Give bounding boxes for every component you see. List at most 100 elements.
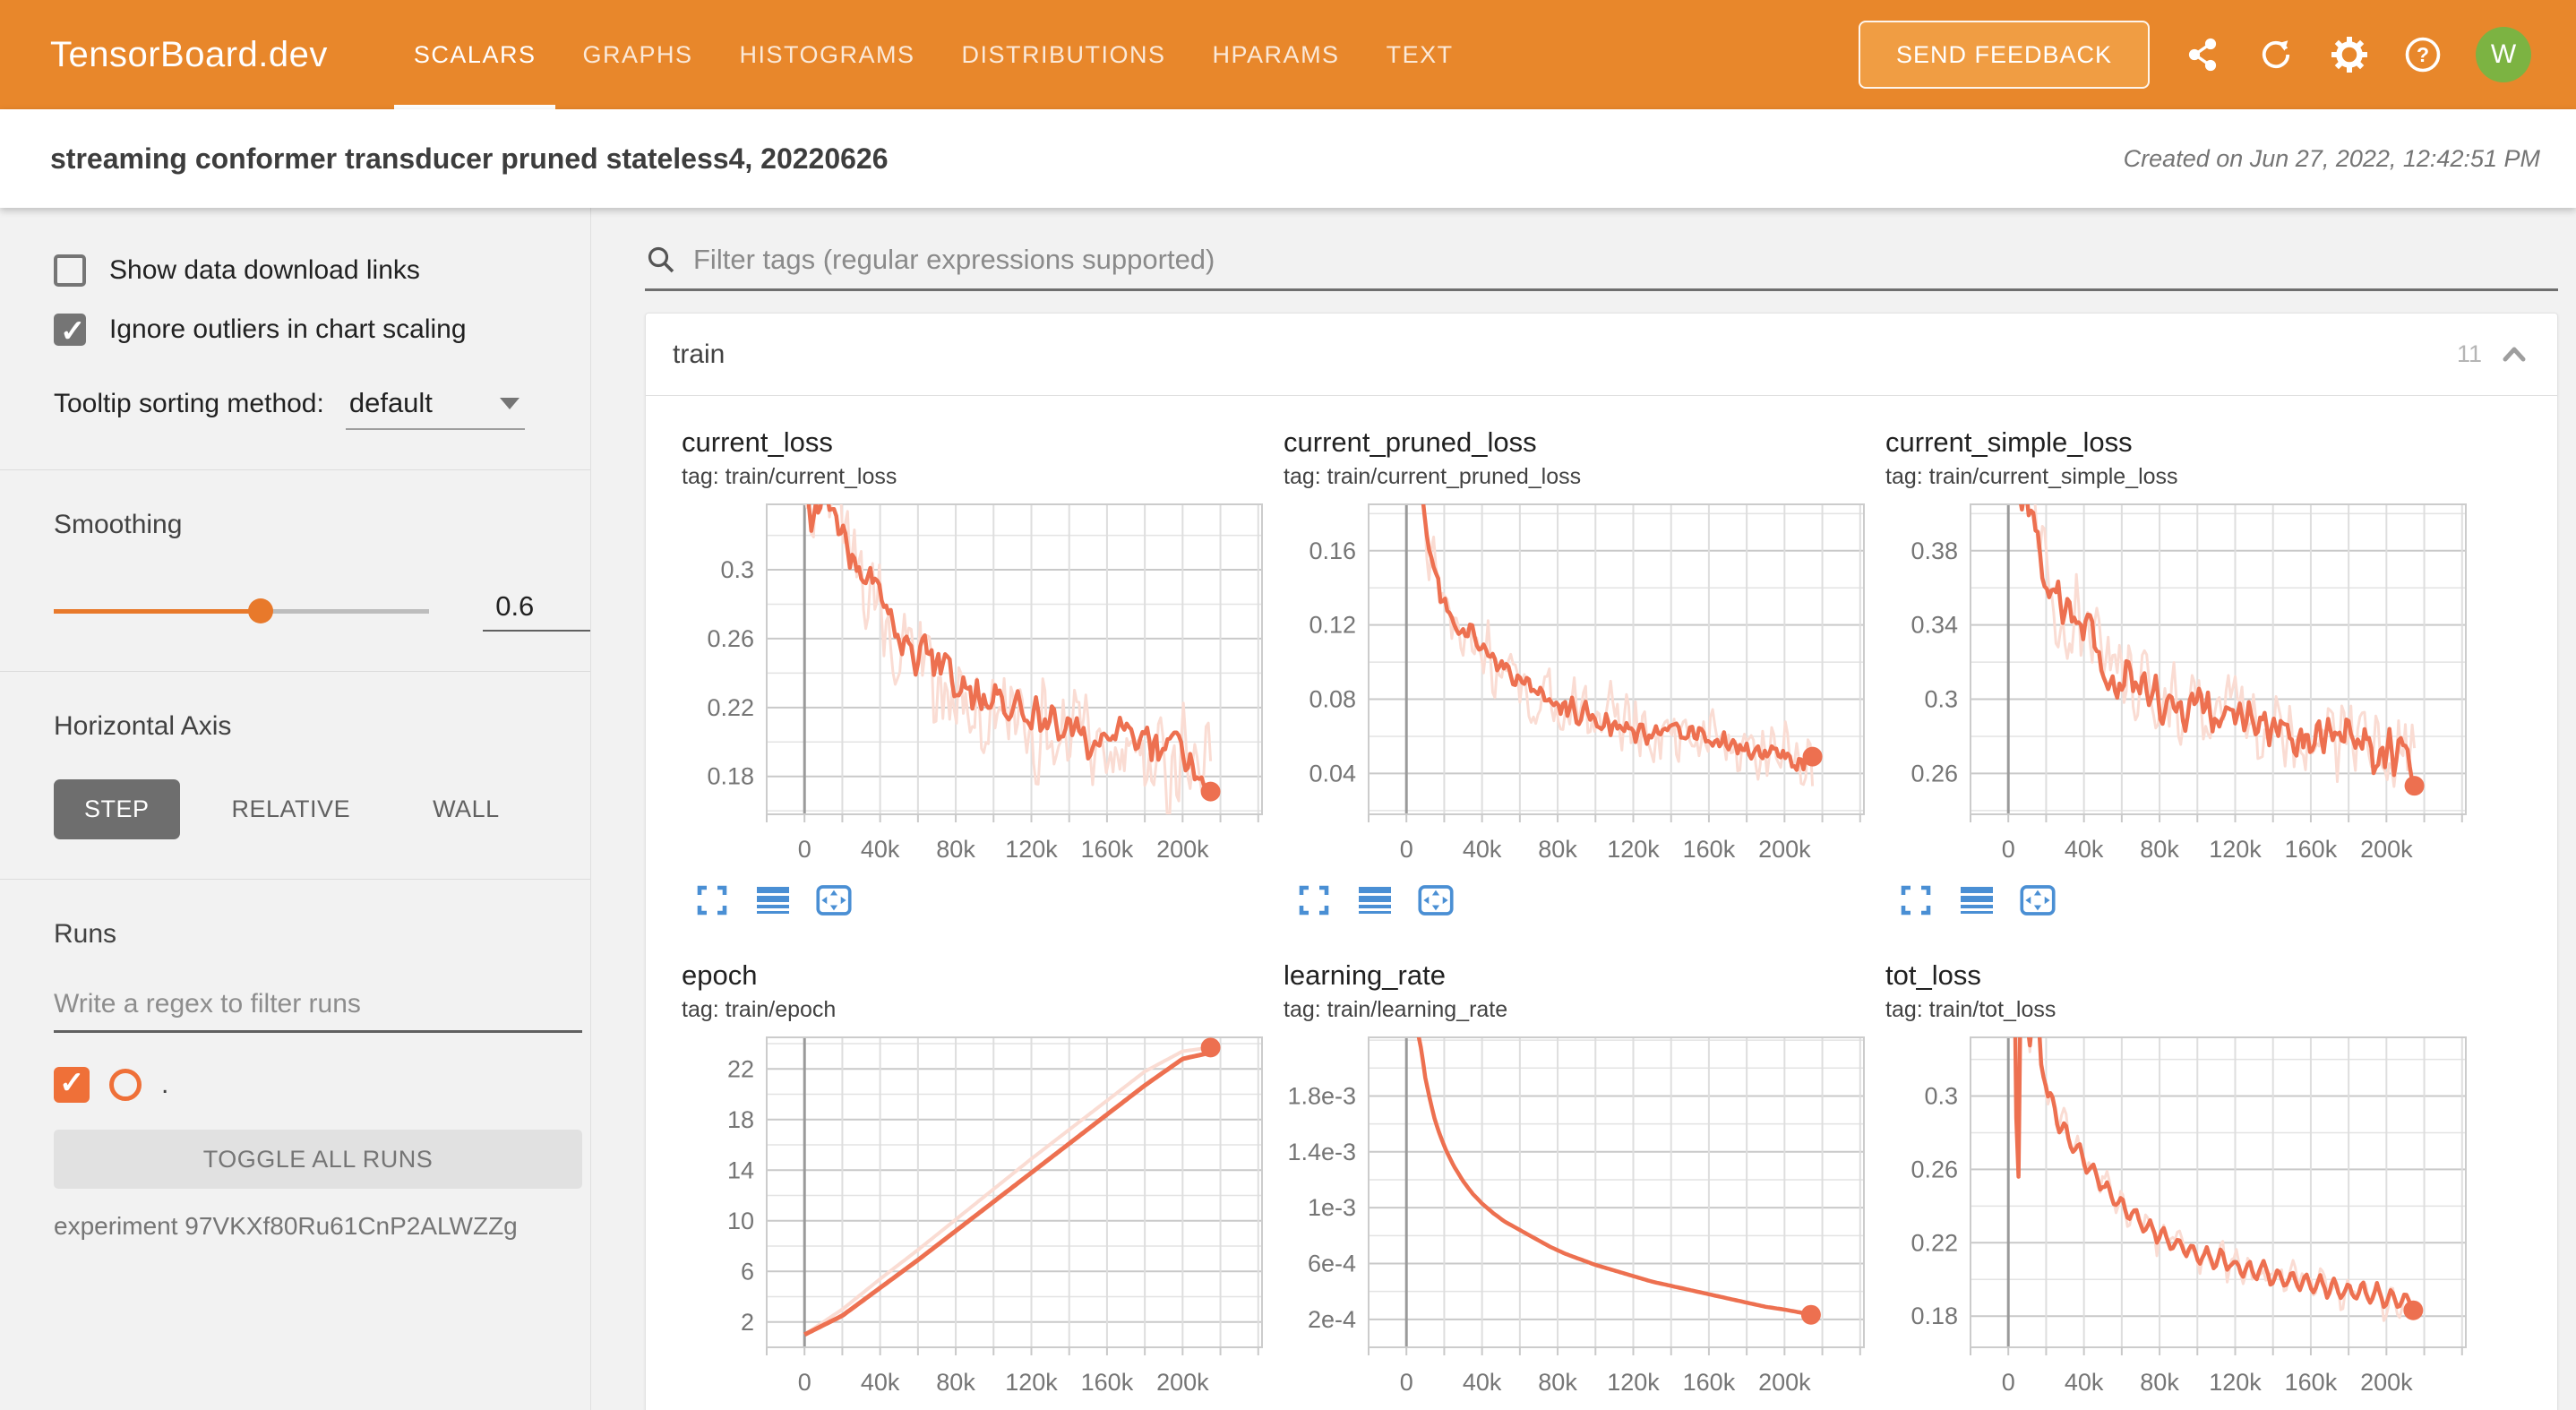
tab-scalars[interactable]: SCALARS — [391, 0, 560, 109]
fit-to-data-icon[interactable] — [1418, 882, 1454, 918]
chart-plot[interactable]: 2 6 10 14 18 22 0 40k 80k 120k 160k 200k — [682, 1032, 1273, 1408]
tab-hparams[interactable]: HPARAMS — [1212, 40, 1340, 68]
svg-text:0.12: 0.12 — [1309, 612, 1356, 639]
train-section-header[interactable]: train 11 — [646, 314, 2557, 396]
svg-text:0.22: 0.22 — [1911, 1229, 1958, 1256]
scalar-chart-current_simple_loss: current_simple_loss tag: train/current_s… — [1885, 426, 2477, 918]
chart-tag: tag: train/current_loss — [682, 464, 897, 489]
divider — [0, 469, 590, 470]
smoothing-slider[interactable] — [54, 598, 430, 623]
toggle-all-runs-button[interactable]: TOGGLE ALL RUNS — [54, 1130, 582, 1189]
expand-chart-icon[interactable] — [1898, 882, 1934, 918]
chart-plot[interactable]: 0.18 0.22 0.26 0.3 0 40k 80k 120k 160k 200k — [1885, 1032, 2477, 1408]
chart-plot[interactable]: 0.18 0.22 0.26 0.3 0 40k 80k 120k 160k 200k — [682, 499, 1273, 875]
svg-text:40k: 40k — [861, 1369, 900, 1396]
tag-filterbar — [645, 244, 2558, 291]
checkbox-label: Show data download links — [109, 255, 420, 285]
settings-icon[interactable] — [2329, 34, 2370, 75]
svg-text:0.34: 0.34 — [1911, 612, 1958, 639]
svg-text:1e-3: 1e-3 — [1308, 1194, 1356, 1221]
svg-text:200k: 200k — [1758, 1369, 1811, 1396]
svg-text:40k: 40k — [2065, 836, 2104, 863]
scalar-chart-current_pruned_loss: current_pruned_loss tag: train/current_p… — [1284, 426, 1875, 918]
tab-distributions[interactable]: DISTRIBUTIONS — [961, 40, 1166, 68]
refresh-icon[interactable] — [2255, 34, 2297, 75]
checkbox-icon[interactable] — [54, 254, 86, 287]
share-icon[interactable] — [2182, 34, 2223, 75]
svg-text:1.8e-3: 1.8e-3 — [1287, 1082, 1356, 1109]
chart-plot[interactable]: 0.04 0.08 0.12 0.16 0 40k 80k 120k 160k 200k — [1284, 499, 1875, 875]
scalars-main: train 11 current_loss tag: train/current… — [591, 208, 2576, 1410]
svg-text:160k: 160k — [2285, 1369, 2338, 1396]
svg-text:0.3: 0.3 — [1924, 686, 1958, 713]
axis-option-step[interactable]: STEP — [54, 779, 180, 839]
divider — [0, 879, 590, 880]
svg-text:0.04: 0.04 — [1309, 760, 1356, 787]
tag-filter-input[interactable] — [693, 244, 2558, 276]
smoothing-value-field[interactable]: 0.6 — [483, 590, 590, 632]
chevron-up-icon[interactable] — [2498, 339, 2530, 371]
axis-option-wall[interactable]: WALL — [433, 795, 500, 822]
svg-text:0: 0 — [798, 836, 811, 863]
send-feedback-button[interactable]: SEND FEEDBACK — [1858, 21, 2150, 89]
svg-text:200k: 200k — [1156, 1369, 1209, 1396]
chart-title: current_loss — [682, 426, 833, 458]
chart-tag: tag: train/learning_rate — [1284, 997, 1508, 1022]
svg-text:40k: 40k — [2065, 1369, 2104, 1396]
svg-text:10: 10 — [727, 1208, 754, 1234]
show-download-links-checkbox[interactable]: Show data download links — [54, 254, 590, 287]
chart-title: learning_rate — [1284, 959, 1446, 991]
run-row[interactable]: . — [54, 1065, 590, 1103]
expand-chart-icon[interactable] — [1296, 882, 1332, 918]
checkbox-icon[interactable] — [54, 314, 86, 349]
chart-title: tot_loss — [1885, 959, 1981, 991]
data-table-icon[interactable] — [1357, 882, 1393, 918]
chart-plot[interactable]: 2e-4 6e-4 1e-3 1.4e-3 1.8e-3 0 40k 80k 120k 160k 2… — [1284, 1032, 1875, 1408]
svg-text:80k: 80k — [936, 836, 975, 863]
svg-text:0.26: 0.26 — [707, 625, 754, 652]
tab-graphs[interactable]: GRAPHS — [582, 40, 693, 68]
help-icon[interactable]: ? — [2402, 34, 2443, 75]
svg-text:80k: 80k — [2140, 836, 2179, 863]
smoothing-label: Smoothing — [54, 510, 183, 539]
svg-text:1.4e-3: 1.4e-3 — [1287, 1139, 1356, 1165]
axis-option-relative[interactable]: RELATIVE — [231, 795, 351, 822]
runs-filter — [54, 989, 582, 1033]
scalar-chart-tot_loss: tot_loss tag: train/tot_loss 0.18 0.22 0.2… — [1885, 959, 2477, 1410]
checkbox-label: Ignore outliers in chart scaling — [109, 314, 467, 344]
data-table-icon[interactable] — [755, 882, 791, 918]
svg-text:120k: 120k — [2209, 836, 2262, 863]
svg-text:0: 0 — [1400, 1369, 1413, 1396]
tooltip-sorting-select[interactable]: default — [345, 387, 525, 430]
svg-text:0: 0 — [1400, 836, 1413, 863]
slider-knob[interactable] — [247, 598, 273, 623]
svg-text:160k: 160k — [1683, 1369, 1736, 1396]
chart-title: current_pruned_loss — [1284, 426, 1537, 458]
expand-chart-icon[interactable] — [694, 882, 730, 918]
chevron-down-icon — [499, 398, 519, 409]
created-timestamp: Created on Jun 27, 2022, 12:42:51 PM — [2123, 144, 2540, 172]
tab-histograms[interactable]: HISTOGRAMS — [739, 40, 915, 68]
chart-tag: tag: train/current_simple_loss — [1885, 464, 2178, 489]
svg-text:0.18: 0.18 — [1911, 1303, 1958, 1329]
ignore-outliers-checkbox[interactable]: Ignore outliers in chart scaling — [54, 314, 590, 349]
run-name: . — [161, 1070, 169, 1099]
svg-text:120k: 120k — [1005, 1369, 1058, 1396]
svg-text:0.3: 0.3 — [1924, 1083, 1958, 1110]
tooltip-sorting-label: Tooltip sorting method: — [54, 389, 324, 418]
svg-text:120k: 120k — [2209, 1369, 2262, 1396]
svg-text:0.3: 0.3 — [720, 556, 754, 583]
svg-text:0.16: 0.16 — [1309, 537, 1356, 564]
fit-to-data-icon[interactable] — [816, 882, 852, 918]
run-checkbox[interactable] — [54, 1065, 90, 1103]
chart-title: epoch — [682, 959, 758, 991]
data-table-icon[interactable] — [1959, 882, 1995, 918]
svg-text:0: 0 — [2002, 836, 2015, 863]
chart-plot[interactable]: 0.26 0.3 0.34 0.38 0 40k 80k 120k 160k 200k — [1885, 499, 2477, 875]
fit-to-data-icon[interactable] — [2020, 882, 2056, 918]
svg-text:120k: 120k — [1607, 836, 1660, 863]
tab-text[interactable]: TEXT — [1386, 40, 1454, 68]
avatar[interactable]: W — [2476, 27, 2531, 82]
runs-filter-input[interactable] — [54, 989, 582, 1019]
experiment-id: experiment 97VKXf80Ru61CnP2ALWZZg — [54, 1212, 518, 1240]
